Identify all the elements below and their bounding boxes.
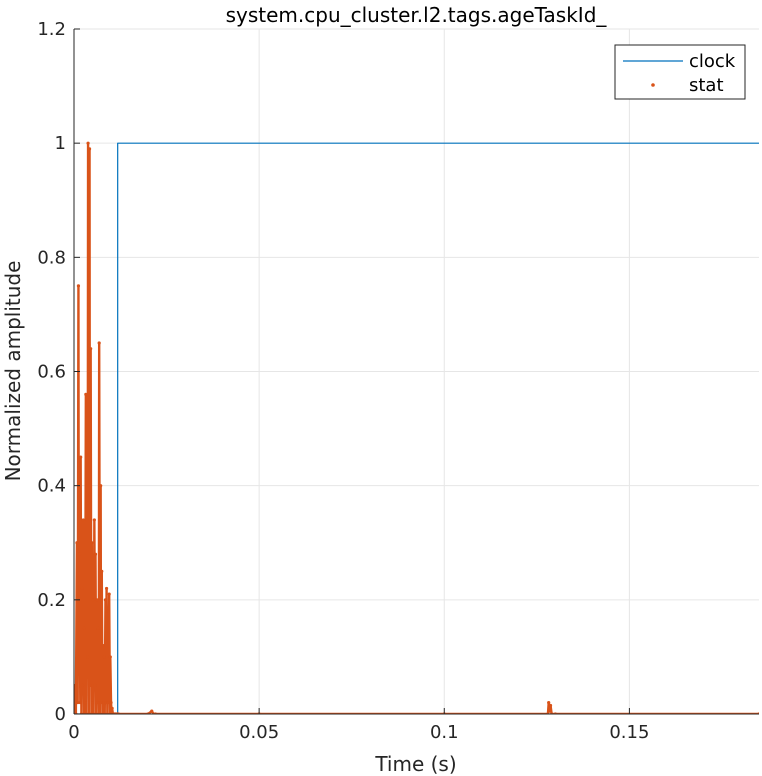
series-stat-point — [80, 586, 84, 591]
series-stat-point — [82, 626, 86, 630]
y-tick-label: 1 — [55, 133, 66, 154]
series-stat-point — [84, 392, 88, 396]
legend-stat-swatch — [651, 83, 655, 87]
legend: clock stat — [614, 44, 746, 100]
series-stat-line — [74, 141, 759, 714]
x-tick-label: 0.1 — [430, 722, 459, 743]
series-stat-point — [86, 141, 90, 145]
y-tick-label: 0.6 — [37, 362, 66, 383]
series-clock-line — [74, 142, 759, 714]
series-stat-point — [97, 341, 101, 345]
series-stat-point — [102, 700, 106, 705]
x-tick-label: 0.05 — [239, 722, 279, 743]
series-stat-point — [90, 541, 94, 545]
series-stat-point — [110, 706, 114, 710]
series-stat-point — [93, 683, 97, 688]
series-stat-point — [101, 643, 105, 648]
chart-title: system.cpu_cluster.l2.tags.ageTaskId_ — [226, 3, 608, 27]
series-stat-point — [90, 700, 95, 705]
series-stat-point — [92, 518, 96, 522]
series-stat-point — [93, 552, 98, 556]
series-stat-point — [76, 700, 80, 705]
series-stat-point — [85, 518, 89, 522]
series-stat-point — [78, 700, 82, 705]
series-stat-point — [106, 609, 110, 613]
series-stat-point — [547, 700, 551, 705]
series-stat-point — [80, 683, 85, 688]
series-stat-point — [87, 147, 92, 151]
x-ticks: 0 0.05 0.1 0.15 — [68, 708, 649, 743]
y-tick-label: 0.8 — [37, 247, 66, 268]
series-stat-point — [77, 655, 81, 659]
series-stat-point — [150, 709, 154, 713]
y-tick-label: 0 — [55, 704, 66, 725]
series-stat-point — [103, 598, 108, 602]
legend-stat-label: stat — [689, 75, 724, 96]
y-ticks: 0 0.2 0.4 0.6 0.8 1 1.2 — [37, 19, 80, 725]
series-stat-point — [91, 598, 95, 602]
series-stat-point — [86, 655, 90, 659]
series-stat-point — [74, 683, 77, 688]
series-stat-point — [76, 284, 81, 288]
series-stat-point — [109, 700, 113, 705]
series-stat-point — [77, 552, 82, 556]
series-stat-point — [548, 709, 552, 713]
series-stat-point — [100, 569, 104, 573]
y-tick-label: 0.2 — [37, 590, 66, 611]
series-stat-point — [95, 700, 99, 705]
series-stat-point — [108, 655, 112, 659]
series-stat-point — [106, 700, 111, 705]
series-stat-point — [102, 655, 106, 659]
series-stat-point — [99, 700, 103, 705]
series-stat-point — [104, 586, 109, 591]
y-axis-label: Normalized amplitude — [1, 261, 25, 482]
y-tick-label: 0.4 — [37, 476, 66, 497]
series-stat-point — [75, 541, 79, 545]
series-stat-point — [95, 598, 99, 602]
series-stat-point — [104, 700, 108, 705]
x-tick-label: 0.15 — [609, 722, 649, 743]
x-axis-label: Time (s) — [374, 752, 456, 776]
legend-clock-label: clock — [689, 51, 736, 72]
y-tick-label: 1.2 — [37, 19, 66, 40]
series-stat-point — [81, 518, 85, 522]
series-stat-point — [79, 455, 83, 459]
legend-box — [614, 44, 746, 100]
series-stat-point — [83, 700, 87, 705]
series-stat-point — [99, 484, 103, 488]
series-stat-point — [96, 626, 100, 630]
series-stat-point — [88, 683, 92, 688]
series-stat-point — [107, 592, 111, 596]
series-stat-point — [89, 347, 93, 351]
x-tick-label: 0 — [68, 722, 79, 743]
series-stat-point — [548, 703, 553, 708]
